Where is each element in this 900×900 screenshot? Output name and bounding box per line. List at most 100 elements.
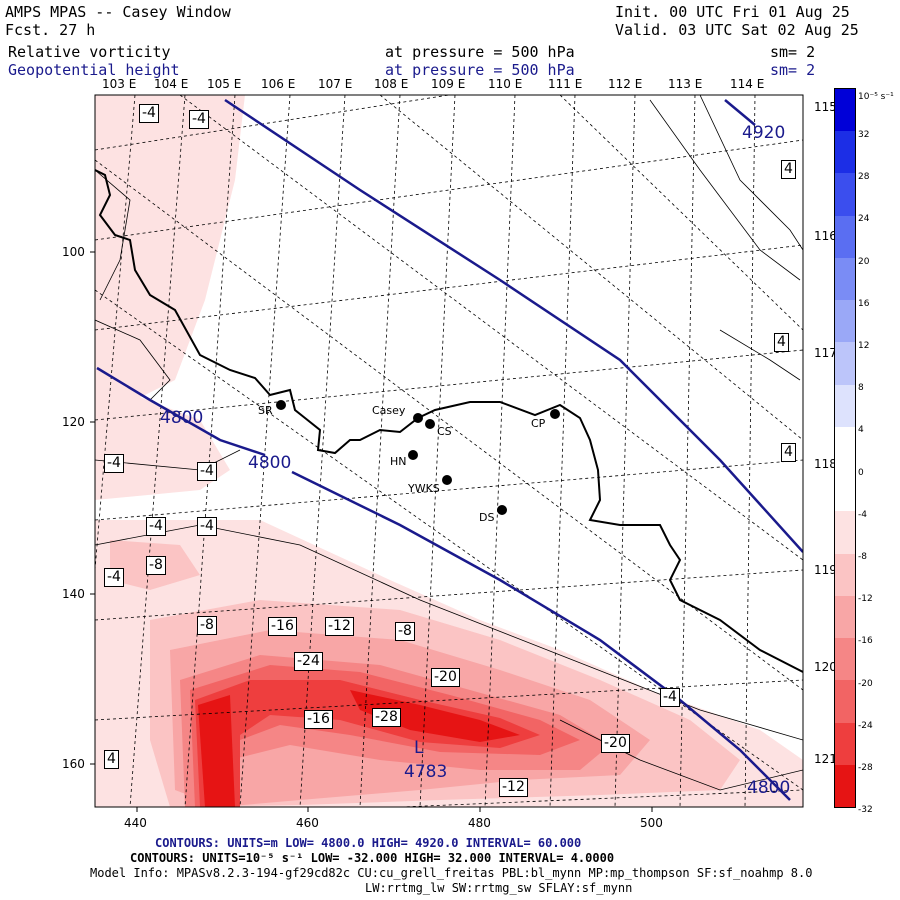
- contour-label: 4: [781, 160, 796, 179]
- contour-label: -16: [304, 710, 333, 729]
- colorbar-label: -24: [858, 720, 873, 731]
- contour-label: 4: [774, 333, 789, 352]
- contour-label: -8: [146, 556, 166, 575]
- colorbar-segment: [835, 257, 855, 301]
- colorbar-unit: 10⁻⁵ s⁻¹: [858, 92, 894, 102]
- colorbar-segment: [835, 553, 855, 597]
- colorbar-segment: [835, 300, 855, 343]
- footer-height-contours: CONTOURS: UNITS=m LOW= 4800.0 HIGH= 4920…: [155, 836, 582, 850]
- colorbar-label: -12: [858, 594, 873, 605]
- vorticity-shading: [95, 380, 230, 500]
- contour-label: -4: [139, 104, 159, 123]
- station-label-hn: HN: [390, 455, 407, 468]
- colorbar: [834, 88, 856, 808]
- x-tick-label: 440: [124, 816, 147, 830]
- footer-vorticity-contours: CONTOURS: UNITS=10⁻⁵ s⁻¹ LOW= -32.000 HI…: [130, 851, 615, 865]
- height-contours: [96, 98, 803, 801]
- vorticity-shading: [350, 690, 520, 742]
- field1-name: Relative vorticity: [8, 43, 171, 61]
- contour-label: -20: [431, 668, 460, 687]
- plot-frame: [94, 94, 804, 808]
- contour-label: -4: [197, 462, 217, 481]
- contour-label: -4: [189, 110, 209, 129]
- lon-label: 114 E: [730, 77, 765, 91]
- lon-label: 104 E: [154, 77, 189, 91]
- contour-label: -12: [325, 617, 354, 636]
- field1-level: at pressure = 500 hPa: [385, 43, 575, 61]
- colorbar-label: -4: [858, 509, 867, 520]
- contour-label: -4: [197, 517, 217, 536]
- colorbar-segment: [835, 638, 855, 681]
- colorbar-segment: [835, 680, 855, 724]
- colorbar-label: 8: [858, 383, 864, 394]
- init-time: Init. 00 UTC Fri 01 Aug 25: [615, 3, 850, 21]
- x-tick-label: 460: [296, 816, 319, 830]
- colorbar-label: 12: [858, 341, 870, 351]
- contour-label: -4: [146, 517, 166, 536]
- contour-label: -8: [395, 622, 415, 641]
- footer-model-physics: LW:rrtmg_lw SW:rrtmg_sw SFLAY:sf_mynn: [365, 881, 633, 895]
- station-label-ywks: YWKS: [408, 482, 440, 495]
- contour-label: -12: [499, 778, 528, 797]
- colorbar-segment: [835, 426, 855, 470]
- low-value: 4783: [404, 762, 448, 782]
- graticule-lines: [95, 95, 803, 807]
- y-tick-label: 100: [62, 245, 85, 259]
- coastline: [95, 169, 803, 673]
- lon-label: 105 E: [207, 77, 242, 91]
- low-marker: L: [414, 738, 424, 758]
- field1-smoothing: sm= 2: [770, 43, 816, 61]
- colorbar-label: 24: [858, 214, 870, 225]
- footer-model-info: Model Info: MPASv8.2.3-194-gf29cd82c CU:…: [90, 866, 813, 880]
- lon-label: 107 E: [318, 77, 353, 91]
- field2-level: at pressure = 500 hPa: [385, 61, 575, 79]
- window-title: AMPS MPAS -- Casey Window: [5, 3, 231, 21]
- station-label-ds: DS: [479, 511, 495, 524]
- colorbar-segment: [835, 511, 855, 555]
- y-tick-label: 160: [62, 757, 85, 771]
- contour-label: -20: [601, 734, 630, 753]
- height-label: 4800: [248, 453, 292, 473]
- colorbar-segment: [835, 89, 855, 132]
- lon-label: 106 E: [261, 77, 296, 91]
- colorbar-segment: [835, 595, 855, 639]
- height-label: 4920: [742, 123, 786, 143]
- station-label-casey: Casey: [372, 404, 406, 417]
- y-tick-label: 120: [62, 415, 85, 429]
- contour-label: -28: [372, 708, 401, 727]
- colorbar-label: 16: [858, 298, 870, 309]
- field2-smoothing: sm= 2: [770, 61, 816, 79]
- lon-label: 108 E: [374, 77, 409, 91]
- contour-label: -8: [197, 616, 217, 635]
- lon-label: 110 E: [488, 77, 523, 91]
- station-label-cp: CP: [531, 417, 546, 430]
- colorbar-segment: [835, 173, 855, 217]
- forecast-hour: Fcst. 27 h: [5, 21, 96, 39]
- x-tick-label: 500: [640, 816, 663, 830]
- colorbar-segment: [835, 342, 855, 386]
- station-label-cs: CS: [437, 425, 452, 438]
- colorbar-label: -8: [858, 552, 867, 562]
- colorbar-label: -20: [858, 678, 873, 689]
- y-tick-label: 140: [62, 587, 85, 601]
- colorbar-label: -28: [858, 763, 873, 773]
- colorbar-segment: [835, 722, 855, 766]
- colorbar-segment: [835, 131, 855, 174]
- station-markers: [276, 400, 560, 515]
- vorticity-shading: [198, 695, 235, 807]
- colorbar-label: -32: [858, 805, 873, 816]
- colorbar-label: 4: [858, 425, 864, 436]
- vorticity-shading: [195, 680, 540, 807]
- contour-label: -4: [104, 454, 124, 473]
- station-label-sr: SR: [258, 404, 273, 417]
- colorbar-segment: [835, 764, 855, 808]
- height-label: 4800: [160, 408, 204, 428]
- contour-label: -4: [660, 688, 680, 707]
- field2-name: Geopotential height: [8, 61, 180, 79]
- lon-label: 111 E: [548, 77, 583, 91]
- lon-label: 109 E: [431, 77, 466, 91]
- x-tick-label: 480: [468, 816, 491, 830]
- colorbar-label: 32: [858, 130, 870, 140]
- colorbar-segment: [835, 215, 855, 259]
- lon-label: 113 E: [668, 77, 703, 91]
